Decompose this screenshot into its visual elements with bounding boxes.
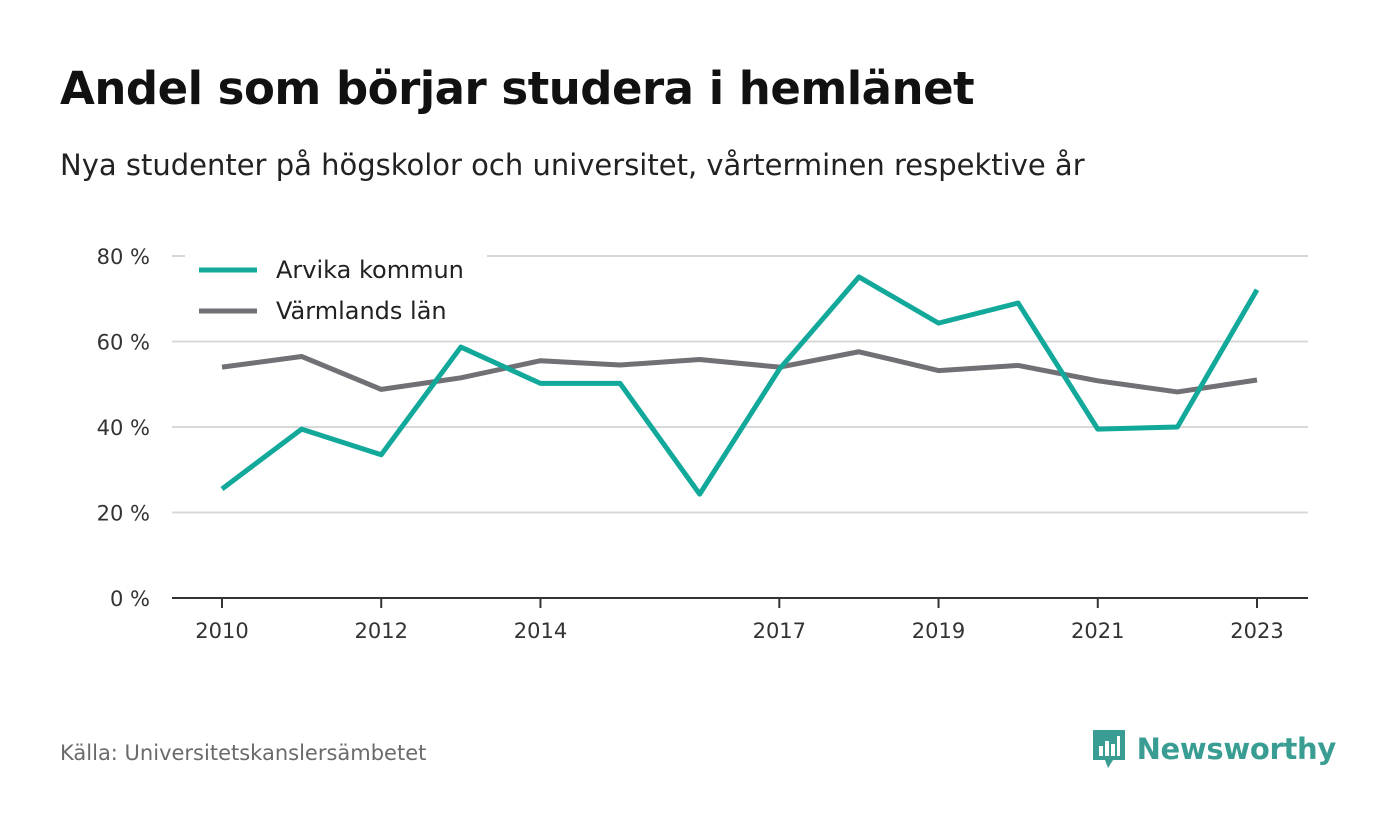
x-tick-label: 2014 (514, 619, 567, 643)
chart-title: Andel som börjar studera i hemlänet (60, 62, 975, 115)
legend: Arvika kommun Värmlands län (185, 244, 487, 332)
source-note: Källa: Universitetskanslersämbetet (60, 741, 427, 765)
x-tick-label: 2010 (195, 619, 248, 643)
brand-logo: Newsworthy (1091, 728, 1336, 770)
chart-subtitle: Nya studenter på högskolor och universit… (60, 148, 1085, 182)
bar-chart-speech-bubble-icon (1092, 730, 1125, 768)
y-tick-label: 0 % (110, 587, 150, 611)
x-tick-label: 2017 (753, 619, 806, 643)
y-tick-label: 60 % (97, 331, 150, 355)
legend-label: Värmlands län (276, 297, 447, 325)
x-tick-label: 2012 (355, 619, 408, 643)
legend-background (185, 244, 487, 332)
brand-name: Newsworthy (1136, 732, 1337, 766)
y-tick-label: 80 % (97, 245, 150, 269)
legend-label: Arvika kommun (276, 256, 464, 284)
x-tick-label: 2021 (1071, 619, 1124, 643)
series-lines (220, 274, 1260, 497)
x-tick-label: 2019 (912, 619, 965, 643)
y-tick-label: 20 % (97, 502, 150, 526)
x-tick-label: 2023 (1230, 619, 1283, 643)
y-tick-label: 40 % (97, 416, 150, 440)
x-axis: 2010 2012 2014 2017 2019 2021 2023 (172, 597, 1308, 643)
y-axis-ticks: 0 % 20 % 40 % 60 % 80 % (97, 245, 150, 611)
series-line-arvika (220, 274, 1260, 497)
series-line-varmland (221, 349, 1258, 395)
